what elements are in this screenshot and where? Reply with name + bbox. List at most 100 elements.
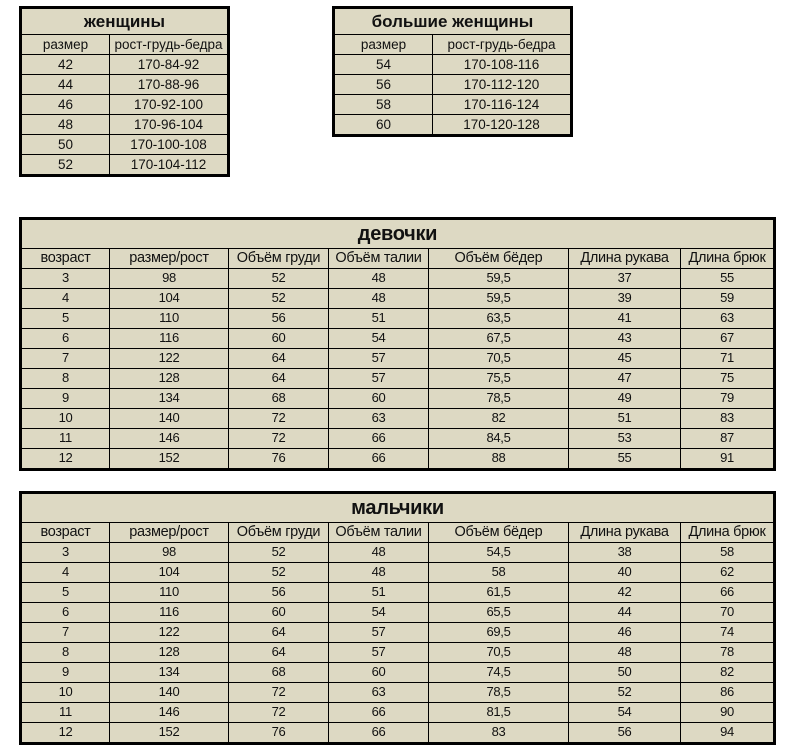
table-cell: 44 bbox=[568, 602, 681, 623]
table-cell: 83 bbox=[428, 722, 569, 744]
table-cell: 152 bbox=[109, 448, 229, 470]
table-cell: 134 bbox=[109, 662, 229, 683]
table-cell: 50 bbox=[568, 662, 681, 683]
table-cell: 10 bbox=[20, 408, 110, 429]
table-cell: 56 bbox=[228, 308, 329, 329]
table-cell: 62 bbox=[680, 562, 775, 583]
table-cell: 69,5 bbox=[428, 622, 569, 643]
table-cell: 8 bbox=[20, 642, 110, 663]
table-cell: 55 bbox=[568, 448, 681, 470]
table-cell: 48 bbox=[328, 288, 429, 309]
table-cell: 72 bbox=[228, 702, 329, 723]
column-header: Длина рукава bbox=[568, 248, 681, 269]
table-cell: 83 bbox=[680, 408, 775, 429]
column-header: размер/рост bbox=[109, 522, 229, 543]
table-cell: 5 bbox=[20, 308, 110, 329]
table-cell: 42 bbox=[20, 54, 110, 75]
table-cell: 82 bbox=[428, 408, 569, 429]
table-row: 4 104 52 48 58 40 62 bbox=[20, 562, 775, 583]
table-cell: 52 bbox=[20, 154, 110, 176]
table-cell: 66 bbox=[328, 722, 429, 744]
table-cell: 57 bbox=[328, 622, 429, 643]
table-cell: 4 bbox=[20, 288, 110, 309]
women-size-table: женщины размер рост-грудь-бедра 42 170-84-92… bbox=[19, 6, 230, 177]
column-header: размер bbox=[20, 34, 110, 55]
table-cell: 57 bbox=[328, 642, 429, 663]
table-cell: 48 bbox=[328, 542, 429, 563]
table-cell: 134 bbox=[109, 388, 229, 409]
table-cell: 152 bbox=[109, 722, 229, 744]
table-header-row: возраст размер/рост Объём груди Объём талии… bbox=[20, 522, 775, 543]
table-header-row: возраст размер/рост Объём груди Объём талии… bbox=[20, 248, 775, 269]
table-cell: 170-92-100 bbox=[109, 94, 229, 115]
table-row: 5 110 56 51 61,5 42 66 bbox=[20, 582, 775, 603]
table-cell: 46 bbox=[20, 94, 110, 115]
table-cell: 51 bbox=[328, 308, 429, 329]
table-row: 52 170-104-112 bbox=[20, 154, 229, 176]
table-cell: 54 bbox=[568, 702, 681, 723]
table-cell: 8 bbox=[20, 368, 110, 389]
table-cell: 76 bbox=[228, 722, 329, 744]
table-row: 11 146 72 66 81,5 54 90 bbox=[20, 702, 775, 723]
table-cell: 122 bbox=[109, 622, 229, 643]
table-cell: 42 bbox=[568, 582, 681, 603]
table-cell: 66 bbox=[680, 582, 775, 603]
table-cell: 128 bbox=[109, 642, 229, 663]
table-cell: 55 bbox=[680, 268, 775, 289]
table-row: 6 116 60 54 65,5 44 70 bbox=[20, 602, 775, 623]
table-cell: 57 bbox=[328, 348, 429, 369]
table-cell: 110 bbox=[109, 582, 229, 603]
table-cell: 71 bbox=[680, 348, 775, 369]
table-cell: 64 bbox=[228, 622, 329, 643]
table-cell: 60 bbox=[328, 662, 429, 683]
table-cell: 56 bbox=[333, 74, 433, 95]
table-cell: 63,5 bbox=[428, 308, 569, 329]
table-row: 50 170-100-108 bbox=[20, 134, 229, 155]
table-cell: 74 bbox=[680, 622, 775, 643]
table-row: 12 152 76 66 83 56 94 bbox=[20, 722, 775, 744]
table-cell: 12 bbox=[20, 722, 110, 744]
table-row: 7 122 64 57 70,5 45 71 bbox=[20, 348, 775, 369]
table-title: девочки bbox=[20, 218, 775, 249]
table-cell: 170-104-112 bbox=[109, 154, 229, 176]
table-cell: 53 bbox=[568, 428, 681, 449]
table-cell: 170-108-116 bbox=[432, 54, 572, 75]
girls-size-table: девочки возраст размер/рост Объём груди Объё… bbox=[19, 217, 776, 471]
table-cell: 11 bbox=[20, 428, 110, 449]
table-title: женщины bbox=[20, 7, 229, 35]
column-header: размер/рост bbox=[109, 248, 229, 269]
table-cell: 58 bbox=[680, 542, 775, 563]
table-cell: 68 bbox=[228, 388, 329, 409]
column-header: возраст bbox=[20, 522, 110, 543]
table-cell: 9 bbox=[20, 662, 110, 683]
table-row: 42 170-84-92 bbox=[20, 54, 229, 75]
table-row: 12 152 76 66 88 55 91 bbox=[20, 448, 775, 470]
table-cell: 76 bbox=[228, 448, 329, 470]
table-cell: 45 bbox=[568, 348, 681, 369]
table-cell: 46 bbox=[568, 622, 681, 643]
table-title-row: женщины bbox=[20, 7, 229, 35]
table-cell: 70,5 bbox=[428, 348, 569, 369]
table-cell: 88 bbox=[428, 448, 569, 470]
table-cell: 12 bbox=[20, 448, 110, 470]
table-row: 10 140 72 63 78,5 52 86 bbox=[20, 682, 775, 703]
table-cell: 54,5 bbox=[428, 542, 569, 563]
table-cell: 60 bbox=[228, 328, 329, 349]
table-row: 54 170-108-116 bbox=[333, 54, 572, 75]
table-row: 56 170-112-120 bbox=[333, 74, 572, 95]
column-header: возраст bbox=[20, 248, 110, 269]
table-cell: 128 bbox=[109, 368, 229, 389]
table-cell: 64 bbox=[228, 368, 329, 389]
table-cell: 7 bbox=[20, 348, 110, 369]
table-cell: 63 bbox=[328, 408, 429, 429]
table-cell: 66 bbox=[328, 428, 429, 449]
womens-tables-row: женщины размер рост-грудь-бедра 42 170-84-92… bbox=[19, 6, 790, 177]
table-cell: 87 bbox=[680, 428, 775, 449]
table-row: 6 116 60 54 67,5 43 67 bbox=[20, 328, 775, 349]
table-row: 10 140 72 63 82 51 83 bbox=[20, 408, 775, 429]
table-cell: 64 bbox=[228, 348, 329, 369]
column-header: Объём бёдер bbox=[428, 522, 569, 543]
column-header: Длина рукава bbox=[568, 522, 681, 543]
table-cell: 66 bbox=[328, 702, 429, 723]
table-cell: 75,5 bbox=[428, 368, 569, 389]
